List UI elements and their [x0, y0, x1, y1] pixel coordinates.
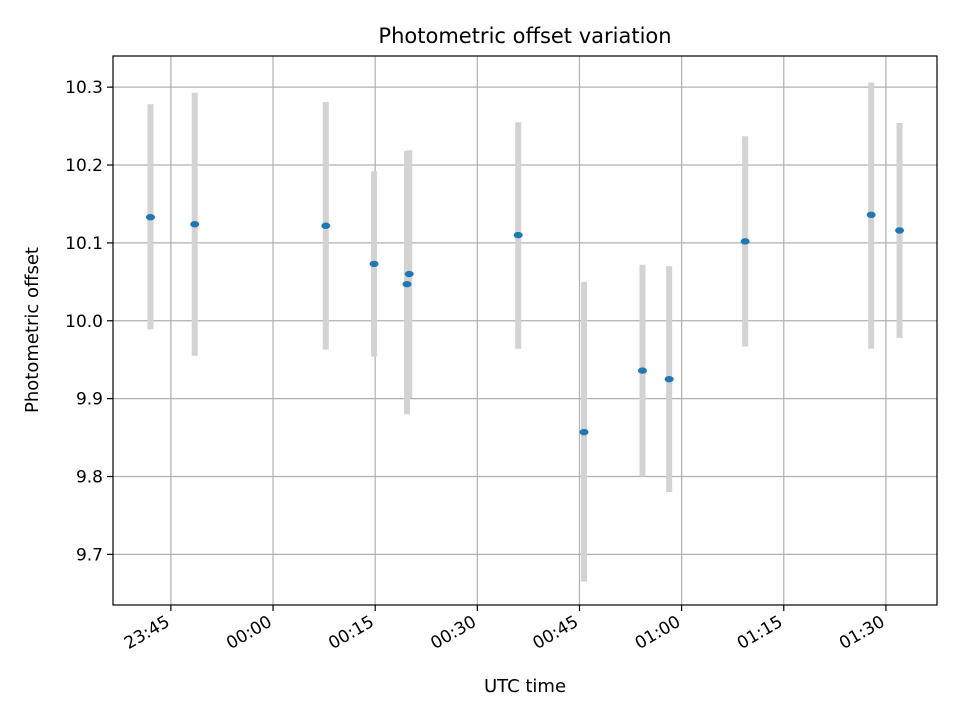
y-axis-ticks: 9.7 9.8 9.9 10.0 10.1 10.2 10.3 [65, 78, 113, 565]
grid [113, 56, 937, 605]
data-points [145, 211, 905, 436]
data-point [895, 227, 905, 234]
data-point [402, 280, 412, 288]
data-point [321, 222, 331, 229]
data-point [369, 260, 379, 268]
data-point [513, 231, 523, 239]
chart-title: Photometric offset variation [378, 24, 671, 48]
x-axis-label: UTC time [484, 676, 566, 697]
y-tick-label: 9.8 [76, 468, 103, 488]
y-axis-label: Photometric offset [22, 247, 43, 413]
data-point [190, 221, 200, 228]
y-tick-label: 10.0 [65, 312, 103, 332]
data-point [404, 270, 414, 278]
data-point [740, 238, 750, 245]
data-point [637, 367, 647, 374]
y-tick-label: 10.3 [65, 78, 103, 98]
data-point [866, 211, 876, 219]
data-point [145, 213, 155, 221]
data-point [579, 428, 589, 436]
y-tick-label: 10.1 [65, 234, 103, 254]
y-tick-label: 9.7 [76, 545, 103, 565]
plot-frame [112, 55, 938, 606]
y-tick-label: 10.2 [65, 156, 103, 176]
data-point [664, 375, 674, 383]
y-tick-label: 9.9 [76, 390, 103, 410]
